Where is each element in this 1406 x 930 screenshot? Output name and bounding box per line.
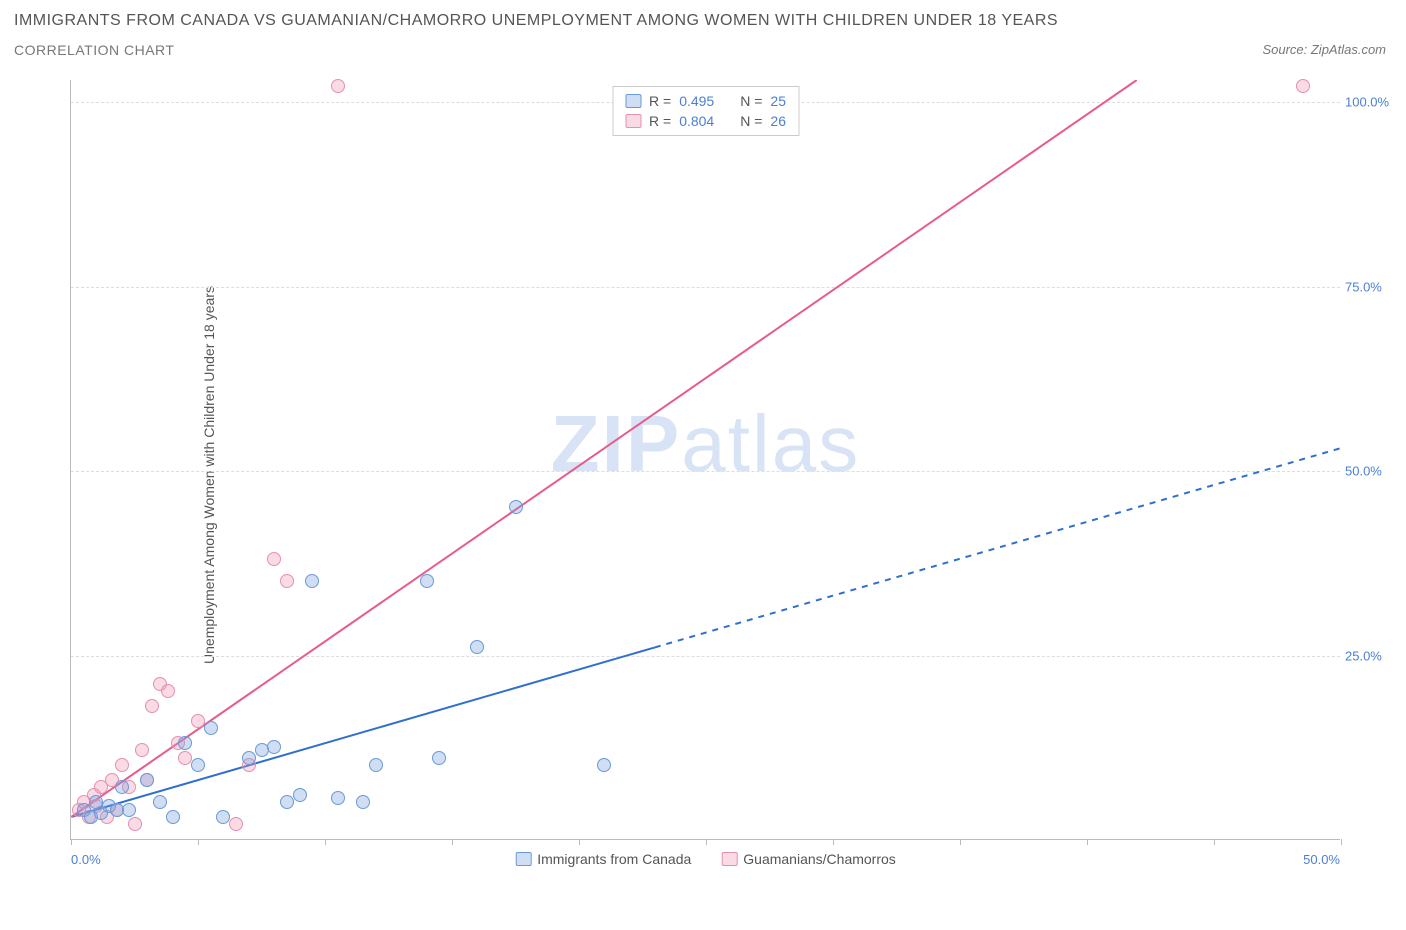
data-point-blue bbox=[178, 736, 192, 750]
legend-row: R = 0.495 N = 25 bbox=[625, 91, 786, 111]
data-point-blue bbox=[191, 758, 205, 772]
x-tick bbox=[579, 839, 580, 845]
data-point-pink bbox=[128, 817, 142, 831]
legend-swatch-icon bbox=[515, 852, 531, 866]
data-point-blue bbox=[267, 740, 281, 754]
data-point-blue bbox=[216, 810, 230, 824]
r-label: R = bbox=[649, 113, 671, 129]
data-point-blue bbox=[597, 758, 611, 772]
legend-row: R = 0.804 N = 26 bbox=[625, 111, 786, 131]
data-point-blue bbox=[293, 788, 307, 802]
x-tick bbox=[706, 839, 707, 845]
data-point-blue bbox=[166, 810, 180, 824]
source-attribution: Source: ZipAtlas.com bbox=[1262, 42, 1386, 57]
legend-label: Immigrants from Canada bbox=[537, 851, 691, 867]
regression-lines bbox=[71, 80, 1340, 839]
x-tick bbox=[198, 839, 199, 845]
x-tick bbox=[1214, 839, 1215, 845]
data-point-blue bbox=[153, 795, 167, 809]
y-tick-label: 50.0% bbox=[1345, 464, 1400, 479]
legend-swatch-icon bbox=[625, 94, 641, 108]
gridline bbox=[71, 471, 1340, 472]
data-point-blue bbox=[432, 751, 446, 765]
x-tick bbox=[833, 839, 834, 845]
legend-swatch-icon bbox=[625, 114, 641, 128]
data-point-blue bbox=[140, 773, 154, 787]
data-point-blue bbox=[470, 640, 484, 654]
data-point-pink bbox=[267, 552, 281, 566]
chart-area: Unemployment Among Women with Children U… bbox=[50, 80, 1380, 870]
legend-item: Immigrants from Canada bbox=[515, 851, 691, 867]
data-point-pink bbox=[115, 758, 129, 772]
chart-title: IMMIGRANTS FROM CANADA VS GUAMANIAN/CHAM… bbox=[14, 12, 1058, 30]
x-tick-label: 0.0% bbox=[71, 852, 101, 867]
chart-subtitle: CORRELATION CHART bbox=[14, 42, 174, 58]
x-tick bbox=[1087, 839, 1088, 845]
gridline bbox=[71, 287, 1340, 288]
data-point-pink bbox=[145, 699, 159, 713]
data-point-blue bbox=[242, 751, 256, 765]
x-tick bbox=[960, 839, 961, 845]
y-tick-label: 25.0% bbox=[1345, 648, 1400, 663]
data-point-blue bbox=[369, 758, 383, 772]
data-point-pink bbox=[331, 79, 345, 93]
legend-item: Guamanians/Chamorros bbox=[721, 851, 896, 867]
data-point-blue bbox=[331, 791, 345, 805]
r-label: R = bbox=[649, 93, 671, 109]
data-point-pink bbox=[1296, 79, 1310, 93]
data-point-blue bbox=[420, 574, 434, 588]
series-legend: Immigrants from Canada Guamanians/Chamorr… bbox=[515, 851, 896, 867]
data-point-blue bbox=[115, 780, 129, 794]
data-point-blue bbox=[305, 574, 319, 588]
data-point-blue bbox=[509, 500, 523, 514]
plot-region: ZIPatlas R =0.495N =25R =0.804N =26 Immi… bbox=[70, 80, 1340, 840]
data-point-pink bbox=[135, 743, 149, 757]
x-tick bbox=[452, 839, 453, 845]
data-point-pink bbox=[161, 684, 175, 698]
gridline bbox=[71, 656, 1340, 657]
legend-swatch-icon bbox=[721, 852, 737, 866]
data-point-blue bbox=[204, 721, 218, 735]
x-tick bbox=[71, 839, 72, 845]
x-tick bbox=[1341, 839, 1342, 845]
watermark: ZIPatlas bbox=[551, 398, 860, 490]
x-tick bbox=[325, 839, 326, 845]
data-point-blue bbox=[122, 803, 136, 817]
y-tick-label: 100.0% bbox=[1345, 95, 1400, 110]
correlation-legend: R = 0.495 N = 25 R = 0.804 N = 26 bbox=[612, 86, 799, 136]
n-value: 26 bbox=[770, 113, 786, 129]
x-tick-label: 50.0% bbox=[1303, 852, 1340, 867]
data-point-pink bbox=[280, 574, 294, 588]
data-point-pink bbox=[229, 817, 243, 831]
r-value: 0.495 bbox=[679, 93, 714, 109]
r-value: 0.804 bbox=[679, 113, 714, 129]
data-point-blue bbox=[280, 795, 294, 809]
n-label: N = bbox=[740, 93, 762, 109]
legend-label: Guamanians/Chamorros bbox=[743, 851, 896, 867]
data-point-blue bbox=[356, 795, 370, 809]
y-tick-label: 75.0% bbox=[1345, 279, 1400, 294]
n-label: N = bbox=[740, 113, 762, 129]
n-value: 25 bbox=[770, 93, 786, 109]
